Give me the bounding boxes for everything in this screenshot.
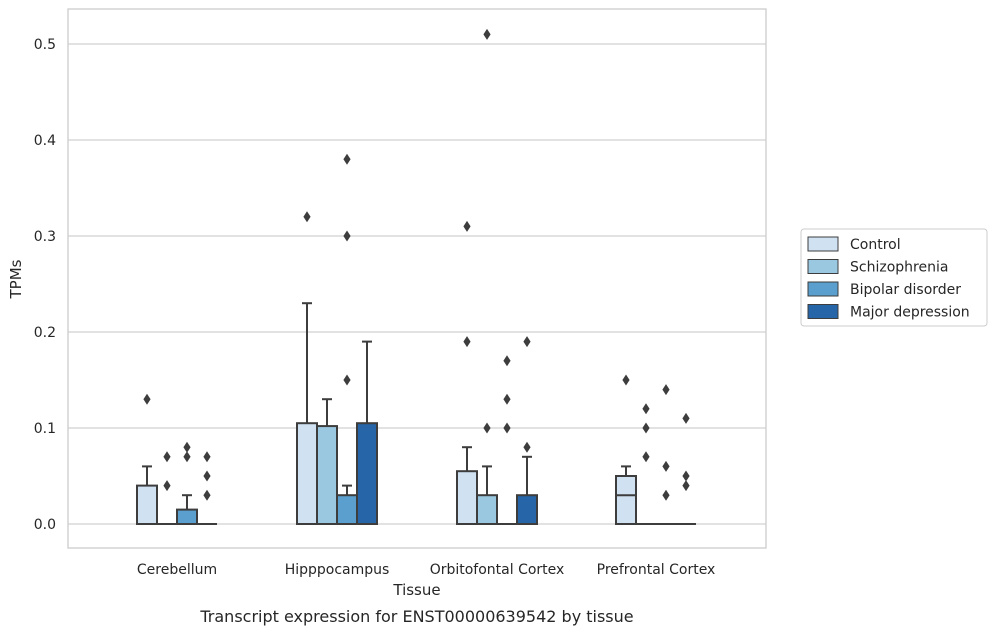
outlier-point <box>642 422 650 434</box>
box <box>136 484 158 526</box>
gridlines <box>68 43 766 525</box>
outlier-point <box>503 393 511 405</box>
box <box>296 422 318 526</box>
outlier-point <box>203 489 211 501</box>
y-tick-label: 0.5 <box>34 37 56 53</box>
y-tick-labels: 0.0 0.1 0.2 0.3 0.4 0.5 <box>34 37 56 533</box>
outlier-point <box>463 336 471 348</box>
legend-label: Control <box>850 237 901 253</box>
box-group <box>316 398 338 525</box>
outlier-point <box>343 153 351 165</box>
outlier-point <box>682 480 690 492</box>
box <box>356 422 378 526</box>
legend-swatch <box>807 259 839 274</box>
outlier-point <box>662 384 670 396</box>
box <box>176 508 198 526</box>
box <box>615 475 637 525</box>
box-group <box>497 355 517 525</box>
legend-label: Schizophrenia <box>850 260 948 276</box>
y-tick-label: 0.2 <box>34 325 56 341</box>
outlier-point <box>163 451 171 463</box>
box <box>516 494 538 526</box>
outlier-point <box>203 451 211 463</box>
outlier-point <box>503 422 511 434</box>
outlier-point <box>662 460 670 472</box>
legend-swatch <box>807 304 839 319</box>
y-tick-label: 0.0 <box>34 517 56 533</box>
legend-swatch <box>807 236 839 252</box>
outlier-point <box>622 374 630 386</box>
box-group <box>296 211 318 526</box>
outlier-point <box>183 451 191 463</box>
outlier-point <box>682 470 690 482</box>
outlier-point <box>662 489 670 501</box>
box-group <box>336 153 358 526</box>
box-group <box>656 384 676 525</box>
plot-frame <box>67 8 767 549</box>
box-group <box>456 220 478 526</box>
outlier-point <box>483 28 491 40</box>
box-group <box>636 403 656 525</box>
outlier-point <box>642 451 650 463</box>
box-group <box>356 340 378 526</box>
legend-label: Major depression <box>850 305 970 321</box>
outlier-point <box>463 220 471 232</box>
box-group <box>136 393 158 526</box>
box <box>456 470 478 526</box>
outlier-point <box>682 412 690 424</box>
outlier-point <box>203 470 211 482</box>
outlier-point <box>163 480 171 492</box>
outlier-point <box>343 374 351 386</box>
box-group <box>197 451 217 525</box>
box-group <box>157 451 177 525</box>
box <box>336 494 358 526</box>
outlier-point <box>523 441 531 453</box>
outlier-point <box>183 441 191 453</box>
box <box>316 425 338 525</box>
box-group <box>516 336 538 526</box>
x-tick-label: Prefrontal Cortex <box>597 562 716 578</box>
x-tick-label: Hipppocampus <box>285 562 390 578</box>
box <box>476 494 498 526</box>
outlier-point <box>483 422 491 434</box>
legend: Control Schizophrenia Bipolar disorder Majo… <box>800 228 988 327</box>
outlier-point <box>303 211 311 223</box>
box-group <box>615 374 637 525</box>
outlier-point <box>503 355 511 367</box>
legend-swatch <box>807 281 839 297</box>
y-axis-title: TPMs <box>7 259 25 299</box>
outlier-point <box>523 336 531 348</box>
chart-caption: Transcript expression for ENST0000063954… <box>199 607 633 626</box>
x-axis-title: Tissue <box>392 581 440 599</box>
box-group <box>176 441 198 526</box>
legend-label: Bipolar disorder <box>850 282 961 298</box>
box-group <box>476 28 498 526</box>
box-group <box>676 412 696 525</box>
legend-frame <box>800 228 988 327</box>
y-tick-label: 0.4 <box>34 133 56 149</box>
y-tick-label: 0.1 <box>34 421 56 437</box>
x-tick-label: Cerebellum <box>137 562 217 578</box>
x-tick-labels: Cerebellum Hipppocampus Orbitofontal Corte… <box>137 562 715 578</box>
outlier-point <box>642 403 650 415</box>
outlier-point <box>343 230 351 242</box>
box-marks <box>136 28 696 526</box>
outlier-point <box>143 393 151 405</box>
x-tick-label: Orbitofontal Cortex <box>430 562 565 578</box>
y-tick-label: 0.3 <box>34 229 56 245</box>
